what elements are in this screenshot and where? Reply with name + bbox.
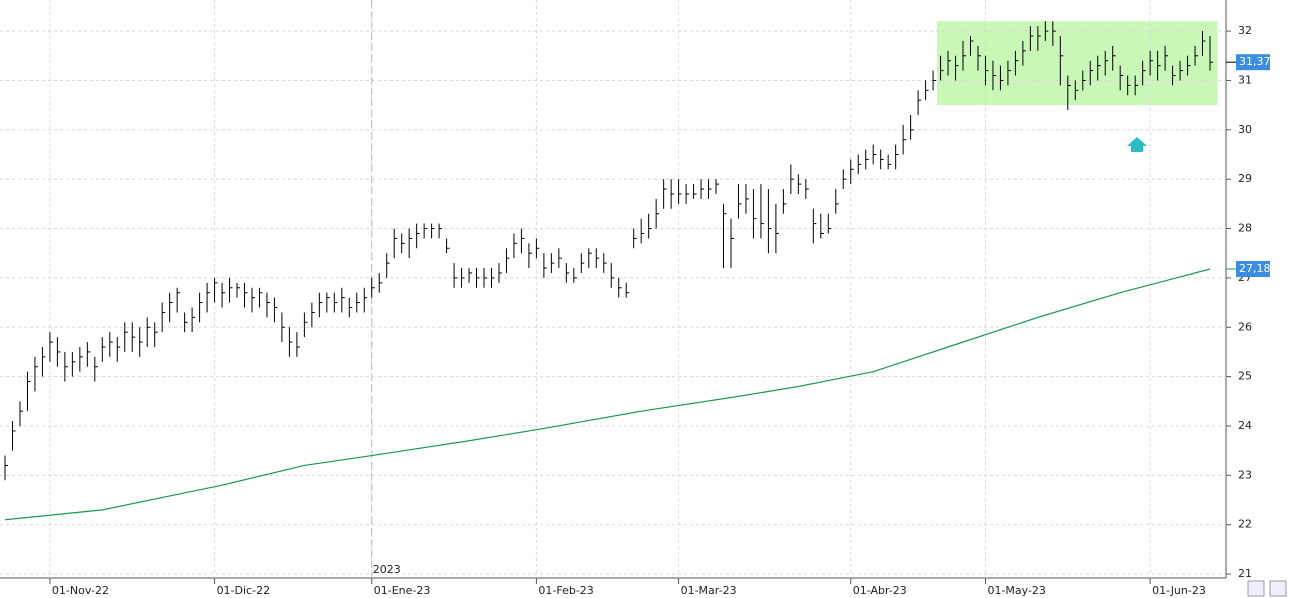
chart-button[interactable] (1247, 580, 1265, 597)
save-button[interactable] (1269, 580, 1287, 597)
y-tick-label: 30 (1238, 123, 1252, 136)
y-tick-label: 21 (1238, 567, 1252, 580)
x-tick-label: 01-Feb-23 (538, 584, 593, 597)
x-tick-label: 01-Abr-23 (853, 584, 907, 597)
y-tick-label: 32 (1238, 24, 1252, 37)
x-tick-label: 01-Dic-22 (217, 584, 271, 597)
y-tick-label: 29 (1238, 172, 1252, 185)
signal-arrow (1127, 137, 1147, 152)
year-label: 2023 (373, 563, 401, 576)
y-tick-label: 22 (1238, 518, 1252, 531)
x-tick-label: 01-Mar-23 (681, 584, 737, 597)
y-tick-label: 23 (1238, 468, 1252, 481)
moving-average-line (4, 268, 1211, 521)
price-tag (1236, 261, 1270, 278)
price-tag-label: 31,37 (1239, 55, 1271, 68)
x-tick-label: 01-Jun-23 (1152, 584, 1206, 597)
y-tick-label: 31 (1238, 73, 1252, 86)
y-tick-label: 28 (1238, 222, 1252, 235)
y-tick-label: 25 (1238, 370, 1252, 383)
x-tick-label: 01-Ene-23 (374, 584, 431, 597)
price-tag-label: 27,18 (1239, 262, 1271, 275)
x-tick-label: 01-May-23 (987, 584, 1045, 597)
y-tick-label: 26 (1238, 320, 1252, 333)
price-tag (1236, 54, 1270, 71)
range-zone (936, 21, 1218, 106)
y-tick-label: 24 (1238, 419, 1252, 432)
x-tick-label: 01-Nov-22 (52, 584, 109, 597)
